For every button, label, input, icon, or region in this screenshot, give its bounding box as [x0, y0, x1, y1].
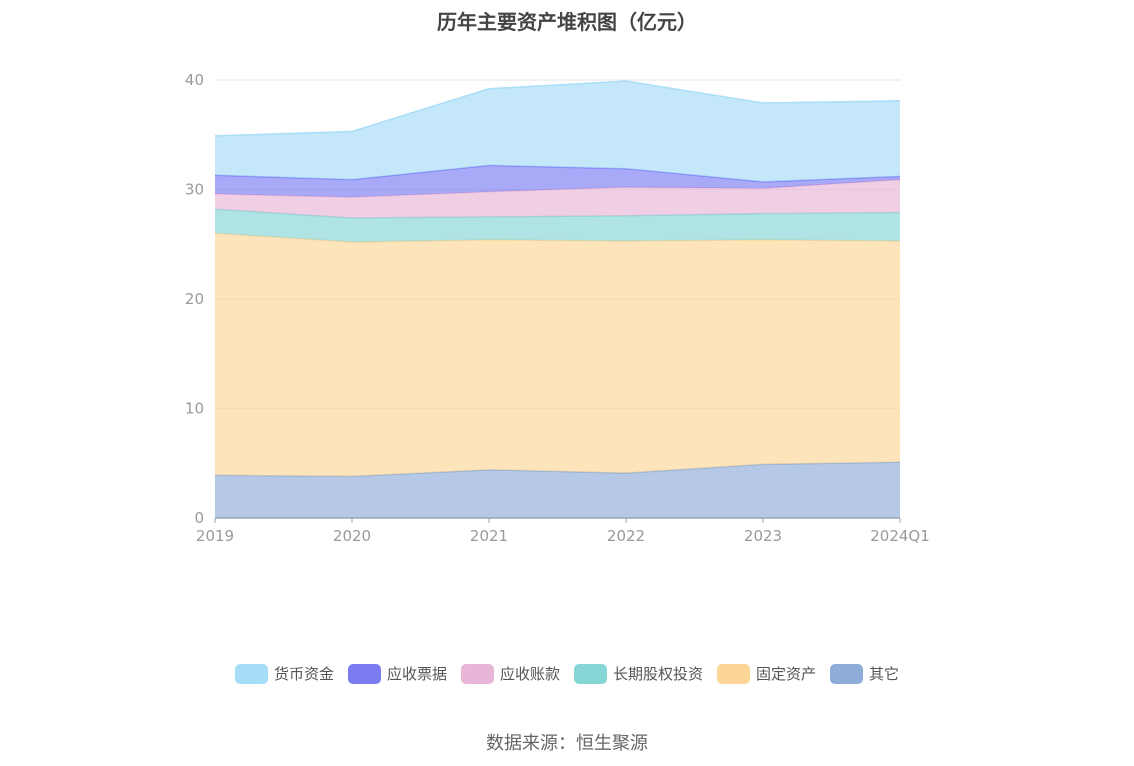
- x-tick-label: 2021: [470, 527, 508, 545]
- y-tick-label: 20: [185, 290, 204, 308]
- legend-item[interactable]: 应收票据: [347, 663, 447, 684]
- chart-title: 历年主要资产堆积图（亿元）: [437, 10, 697, 34]
- area-series-4: [215, 165, 900, 198]
- y-tick-label: 0: [194, 509, 204, 527]
- legend-label: 应收账款: [499, 665, 560, 683]
- area-series-2: [215, 209, 900, 243]
- legend-label: 固定资产: [756, 665, 817, 683]
- legend-label: 货币资金: [273, 665, 334, 683]
- area-series-5: [215, 81, 900, 182]
- chart-legend: 货币资金 应收票据 应收账款 长期股权投资 固定资产 其它: [0, 663, 1134, 684]
- area-series-0: [215, 462, 900, 518]
- legend-item[interactable]: 应收账款: [460, 663, 560, 684]
- series-line-5: [214, 80, 901, 137]
- legend-swatch: [347, 663, 381, 684]
- x-tick-label: 2023: [744, 527, 782, 545]
- x-tick-label: 2024Q1: [870, 527, 930, 545]
- legend-swatch: [234, 663, 268, 684]
- area-series-1: [215, 233, 900, 477]
- legend-swatch: [460, 663, 494, 684]
- legend-item[interactable]: 货币资金: [234, 663, 334, 684]
- legend-swatch: [830, 663, 864, 684]
- x-tick-label: 2019: [196, 527, 234, 545]
- legend-swatch: [717, 663, 751, 684]
- legend-swatch: [574, 663, 607, 684]
- axes: 0 10 20 30 40 2019 2020 2021 2022 2023 2024Q1: [185, 71, 930, 545]
- y-tick-label: 30: [185, 181, 204, 199]
- legend-item[interactable]: 固定资产: [717, 663, 816, 684]
- y-tick-label: 10: [185, 400, 204, 418]
- data-source-note: 数据来源：恒生聚源: [486, 733, 648, 754]
- legend-item[interactable]: 其它: [830, 663, 899, 684]
- x-tick-label: 2022: [607, 527, 645, 545]
- legend-item[interactable]: 长期股权投资: [574, 663, 703, 684]
- legend-label: 应收票据: [386, 665, 447, 683]
- x-tick-label: 2020: [333, 527, 371, 545]
- legend-label: 长期股权投资: [613, 665, 704, 683]
- area-series-3: [215, 179, 900, 218]
- y-tick-label: 40: [185, 71, 204, 89]
- legend-label: 其它: [869, 665, 900, 683]
- area-series: [214, 80, 901, 518]
